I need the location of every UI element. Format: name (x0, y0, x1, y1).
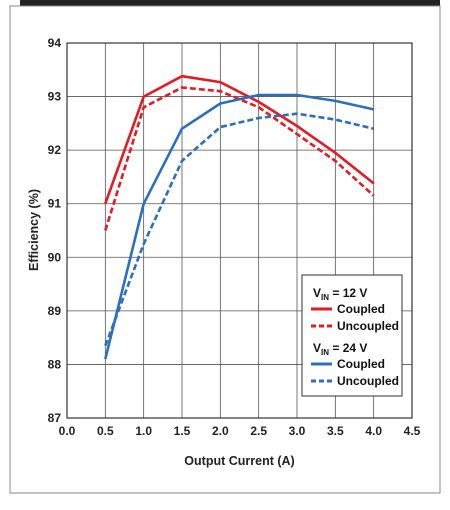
legend-12v-prefix: V (313, 286, 321, 300)
x-axis-title: Output Current (A) (184, 454, 294, 468)
y-tick-label: 90 (48, 250, 62, 264)
x-tick-label: 0.0 (59, 424, 76, 438)
legend-12v-suffix: = 12 V (329, 286, 367, 300)
legend-24v-uncoupled-label: Uncoupled (337, 374, 399, 388)
x-tick-label: 1.5 (174, 424, 191, 438)
legend-group-24v-title: VIN = 24 V (313, 341, 367, 357)
legend-group-12v-title: VIN = 12 V (313, 286, 367, 302)
header-band (20, 0, 440, 6)
y-tick-label: 89 (48, 304, 62, 318)
series-line-24v-uncoupled (104, 112, 374, 347)
x-tick-label: 0.5 (97, 424, 114, 438)
y-tick-label: 94 (48, 36, 62, 50)
series-line-12v-uncoupled (104, 86, 375, 231)
series-layer (104, 74, 375, 360)
plot-border (66, 42, 413, 419)
x-tick-label: 4.0 (365, 424, 382, 438)
x-tick-label: 3.5 (327, 424, 344, 438)
y-tick-label: 91 (48, 197, 62, 211)
x-tick-label: 4.5 (404, 424, 421, 438)
x-tick-label: 3.0 (289, 424, 306, 438)
legend-12v-sub: IN (321, 293, 329, 302)
legend: VIN = 12 V Coupled Uncoupled VIN = 24 V … (301, 274, 403, 397)
x-tick-label: 1.0 (135, 424, 152, 438)
legend-box (301, 274, 403, 397)
x-tick-label: 2.0 (212, 424, 229, 438)
legend-24v-suffix: = 24 V (329, 341, 367, 355)
y-tick-label: 88 (48, 357, 62, 371)
legend-12v-uncoupled-label: Uncoupled (337, 319, 399, 333)
legend-24v-sub: IN (321, 348, 329, 357)
x-tick-label: 2.5 (250, 424, 267, 438)
tick-labels: 0.0 0.5 1.0 1.5 2.0 2.5 3.0 3.5 4.0 4.5 87 88 89 90 91… (48, 36, 421, 438)
legend-24v-coupled-label: Coupled (337, 357, 385, 371)
y-tick-label: 92 (48, 143, 62, 157)
series-line-12v-coupled (104, 74, 375, 205)
legend-24v-prefix: V (313, 341, 321, 355)
legend-12v-coupled-label: Coupled (337, 302, 385, 316)
series-line-24v-coupled (104, 93, 374, 360)
y-tick-label: 87 (48, 411, 62, 425)
grid (67, 43, 412, 418)
y-tick-label: 93 (48, 90, 62, 104)
y-axis-title: Efficiency (%) (27, 189, 41, 271)
